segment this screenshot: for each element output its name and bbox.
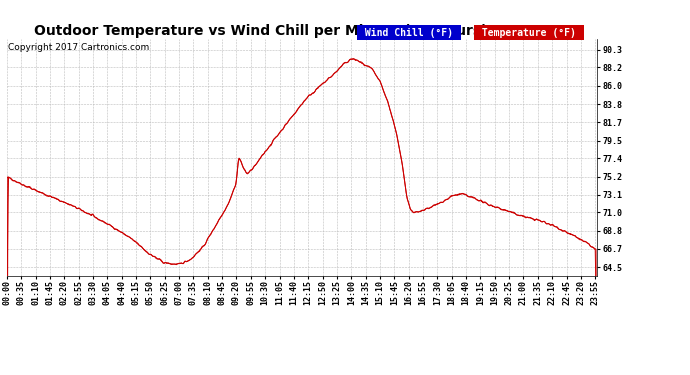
Text: Wind Chill (°F): Wind Chill (°F) (359, 27, 459, 38)
Title: Outdoor Temperature vs Wind Chill per Minute (24 Hours) 20170926: Outdoor Temperature vs Wind Chill per Mi… (34, 24, 570, 38)
Text: Temperature (°F): Temperature (°F) (476, 27, 582, 38)
Text: Copyright 2017 Cartronics.com: Copyright 2017 Cartronics.com (8, 43, 150, 52)
